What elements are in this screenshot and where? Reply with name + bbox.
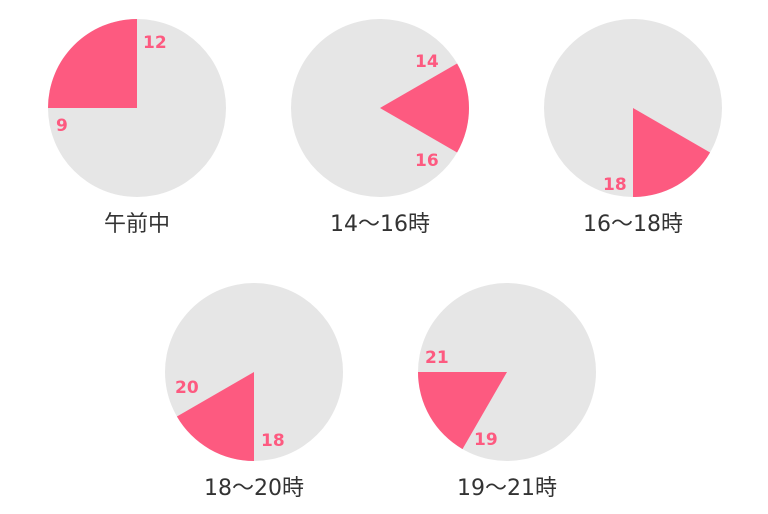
end-hour-label: 12 [143,33,167,53]
clock-14-16: 14 16 14〜16時 [290,18,470,238]
clock-16-18: 18 16〜18時 [543,18,723,238]
time-slot-wedge [48,19,137,108]
clock-face-16-18: 18 [544,19,722,197]
start-hour-label: 19 [474,430,498,450]
end-hour-label: 18 [603,175,627,195]
time-slot-wedge [380,63,470,153]
start-hour-label: 9 [56,116,68,136]
clock-caption-16-18: 16〜18時 [583,212,683,237]
end-hour-label: 20 [175,378,199,398]
start-hour-label: 18 [261,431,285,451]
clock-face-14-16: 14 16 [291,19,470,197]
clock-face-18-20: 20 18 [165,283,343,461]
time-slot-wedge [176,372,254,461]
end-hour-label: 16 [415,151,439,171]
clock-18-20: 20 18 18〜20時 [164,282,344,502]
clock-caption-morning: 午前中 [103,212,170,237]
start-hour-label: 14 [415,52,439,72]
end-hour-label: 21 [425,348,449,368]
clock-morning: 12 9 午前中 [47,18,227,238]
time-slot-wedge [418,372,507,450]
clock-face-19-21: 21 19 [418,283,596,461]
clock-face-morning: 12 9 [48,19,226,197]
clock-caption-19-21: 19〜21時 [457,476,557,501]
clock-19-21: 21 19 19〜21時 [417,282,597,502]
clock-caption-14-16: 14〜16時 [330,212,430,237]
clock-caption-18-20: 18〜20時 [204,476,304,501]
time-slot-wedge [633,108,711,197]
